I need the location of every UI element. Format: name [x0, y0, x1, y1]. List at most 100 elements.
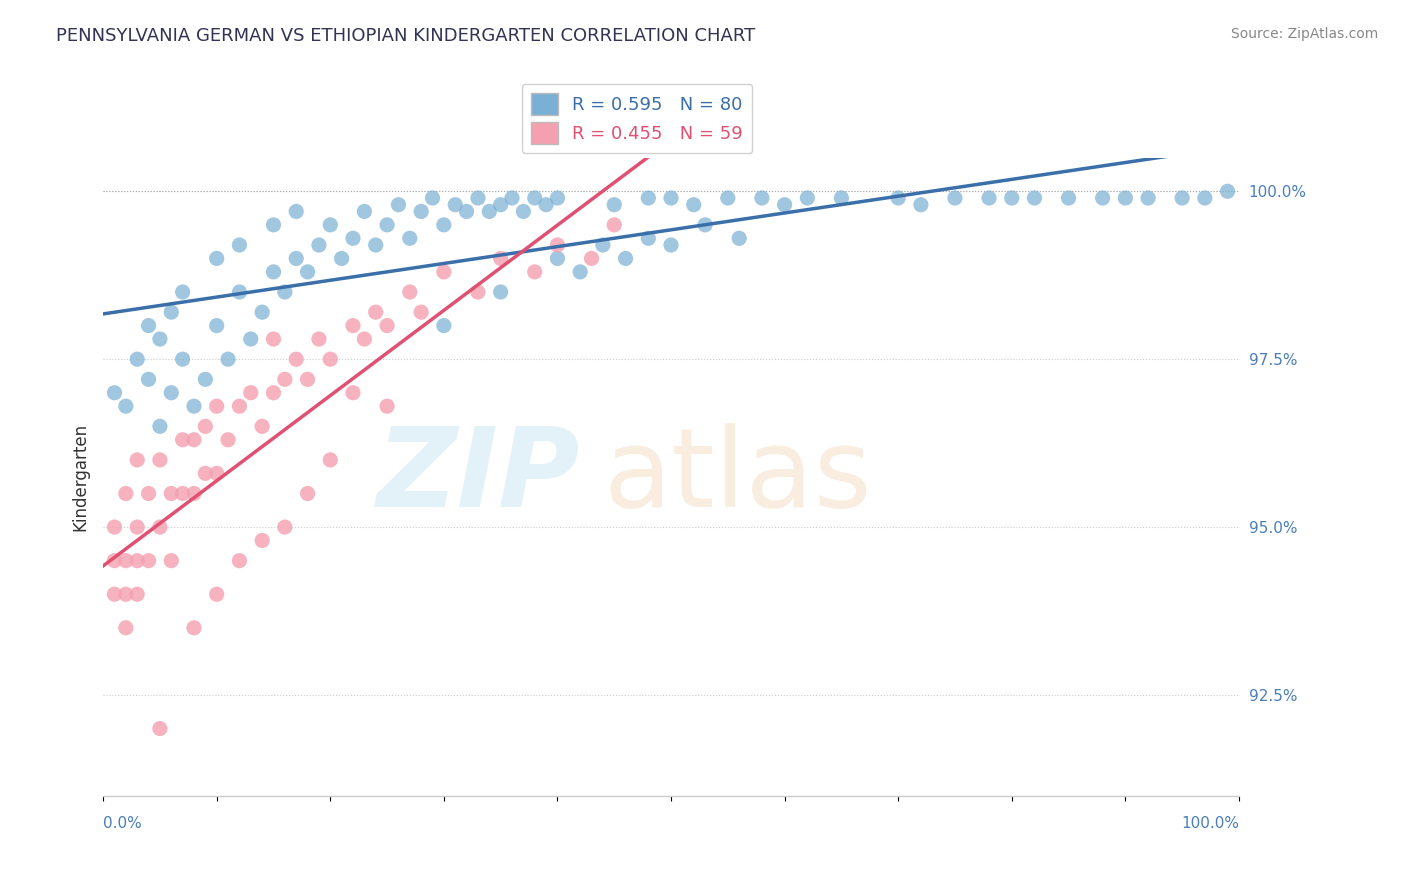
Point [467, 285, 489, 299]
Point [1114, 191, 1136, 205]
Point [194, 419, 217, 434]
Point [285, 252, 308, 266]
Legend: R = 0.595   N = 80, R = 0.455   N = 59: R = 0.595 N = 80, R = 0.455 N = 59 [522, 84, 752, 153]
Text: atlas: atlas [603, 423, 872, 530]
Point [138, 554, 160, 568]
Point [297, 372, 319, 386]
Point [1171, 191, 1194, 205]
Point [319, 453, 342, 467]
Point [1137, 191, 1160, 205]
Point [796, 191, 818, 205]
Point [103, 554, 125, 568]
Point [239, 385, 262, 400]
Point [546, 252, 568, 266]
Point [398, 285, 420, 299]
Point [603, 218, 626, 232]
Text: Source: ZipAtlas.com: Source: ZipAtlas.com [1230, 27, 1378, 41]
Point [456, 204, 478, 219]
Point [149, 453, 172, 467]
Text: 100.0%: 100.0% [1181, 816, 1239, 830]
Point [387, 197, 409, 211]
Point [751, 191, 773, 205]
Point [1001, 191, 1024, 205]
Point [433, 318, 456, 333]
Point [1194, 191, 1216, 205]
Point [149, 722, 172, 736]
Point [501, 191, 523, 205]
Point [160, 554, 183, 568]
Point [411, 204, 433, 219]
Point [1024, 191, 1046, 205]
Point [546, 238, 568, 252]
Point [569, 265, 592, 279]
Point [364, 305, 387, 319]
Point [489, 252, 512, 266]
Point [319, 218, 342, 232]
Point [1091, 191, 1114, 205]
Point [308, 238, 330, 252]
Point [205, 467, 228, 481]
Point [103, 385, 125, 400]
Point [149, 520, 172, 534]
Point [263, 332, 285, 346]
Point [773, 197, 796, 211]
Point [228, 554, 250, 568]
Point [285, 204, 308, 219]
Point [364, 238, 387, 252]
Point [263, 265, 285, 279]
Point [977, 191, 1000, 205]
Point [342, 385, 364, 400]
Point [637, 231, 659, 245]
Point [297, 486, 319, 500]
Point [581, 252, 603, 266]
Point [263, 218, 285, 232]
Point [183, 399, 205, 413]
Point [115, 587, 138, 601]
Point [149, 419, 172, 434]
Point [659, 238, 682, 252]
Point [478, 204, 501, 219]
Point [250, 419, 273, 434]
Point [172, 285, 194, 299]
Point [422, 191, 444, 205]
Point [682, 197, 704, 211]
Point [172, 433, 194, 447]
Point [592, 238, 614, 252]
Point [217, 352, 239, 367]
Point [138, 372, 160, 386]
Point [250, 533, 273, 548]
Point [263, 385, 285, 400]
Point [353, 332, 375, 346]
Point [183, 433, 205, 447]
Point [115, 554, 138, 568]
Y-axis label: Kindergarten: Kindergarten [72, 423, 89, 531]
Point [205, 318, 228, 333]
Point [217, 433, 239, 447]
Point [103, 520, 125, 534]
Point [205, 252, 228, 266]
Point [342, 231, 364, 245]
Text: PENNSYLVANIA GERMAN VS ETHIOPIAN KINDERGARTEN CORRELATION CHART: PENNSYLVANIA GERMAN VS ETHIOPIAN KINDERG… [56, 27, 755, 45]
Point [433, 265, 456, 279]
Point [489, 197, 512, 211]
Point [411, 305, 433, 319]
Point [659, 191, 682, 205]
Point [274, 372, 297, 386]
Text: ZIP: ZIP [377, 423, 581, 530]
Point [467, 191, 489, 205]
Point [115, 399, 138, 413]
Point [103, 587, 125, 601]
Point [375, 218, 398, 232]
Point [127, 453, 149, 467]
Point [512, 204, 534, 219]
Point [285, 352, 308, 367]
Point [239, 332, 262, 346]
Point [160, 486, 183, 500]
Point [534, 197, 557, 211]
Point [433, 218, 456, 232]
Point [614, 252, 637, 266]
Point [943, 191, 966, 205]
Point [330, 252, 353, 266]
Point [637, 191, 659, 205]
Point [138, 318, 160, 333]
